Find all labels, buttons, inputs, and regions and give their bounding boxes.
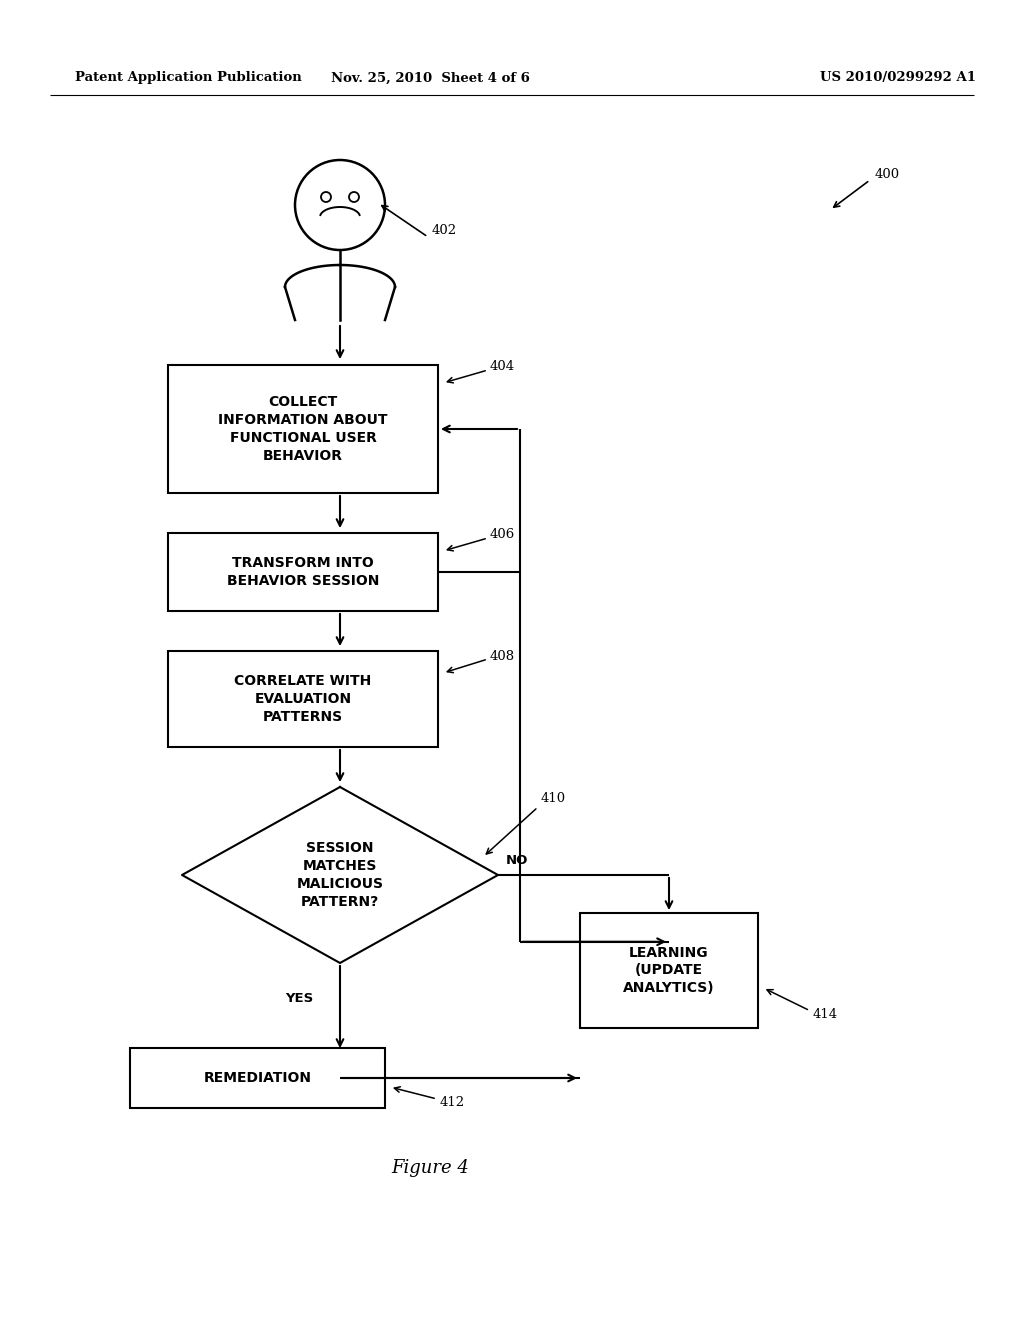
- Bar: [168, 533, 438, 611]
- Bar: [168, 366, 438, 492]
- Text: TRANSFORM INTO
BEHAVIOR SESSION: TRANSFORM INTO BEHAVIOR SESSION: [226, 556, 379, 587]
- Text: YES: YES: [285, 991, 313, 1005]
- Text: REMEDIATION: REMEDIATION: [204, 1071, 311, 1085]
- Text: US 2010/0299292 A1: US 2010/0299292 A1: [820, 71, 976, 84]
- Bar: [130, 1048, 385, 1107]
- Text: Nov. 25, 2010  Sheet 4 of 6: Nov. 25, 2010 Sheet 4 of 6: [331, 71, 529, 84]
- Text: NO: NO: [506, 854, 528, 866]
- Text: 402: 402: [432, 223, 457, 236]
- Text: 414: 414: [813, 1007, 838, 1020]
- Text: 406: 406: [490, 528, 515, 541]
- Text: LEARNING
(UPDATE
ANALYTICS): LEARNING (UPDATE ANALYTICS): [624, 945, 715, 995]
- Text: 408: 408: [490, 649, 515, 663]
- Text: 410: 410: [541, 792, 566, 805]
- Text: SESSION
MATCHES
MALICIOUS
PATTERN?: SESSION MATCHES MALICIOUS PATTERN?: [297, 841, 384, 908]
- Text: 400: 400: [874, 169, 900, 181]
- Text: Patent Application Publication: Patent Application Publication: [75, 71, 302, 84]
- Bar: [168, 651, 438, 747]
- Text: 412: 412: [440, 1096, 465, 1109]
- Bar: [580, 913, 758, 1028]
- Text: Figure 4: Figure 4: [391, 1159, 469, 1177]
- Text: COLLECT
INFORMATION ABOUT
FUNCTIONAL USER
BEHAVIOR: COLLECT INFORMATION ABOUT FUNCTIONAL USE…: [218, 395, 388, 463]
- Text: 404: 404: [490, 360, 515, 374]
- Text: CORRELATE WITH
EVALUATION
PATTERNS: CORRELATE WITH EVALUATION PATTERNS: [234, 675, 372, 723]
